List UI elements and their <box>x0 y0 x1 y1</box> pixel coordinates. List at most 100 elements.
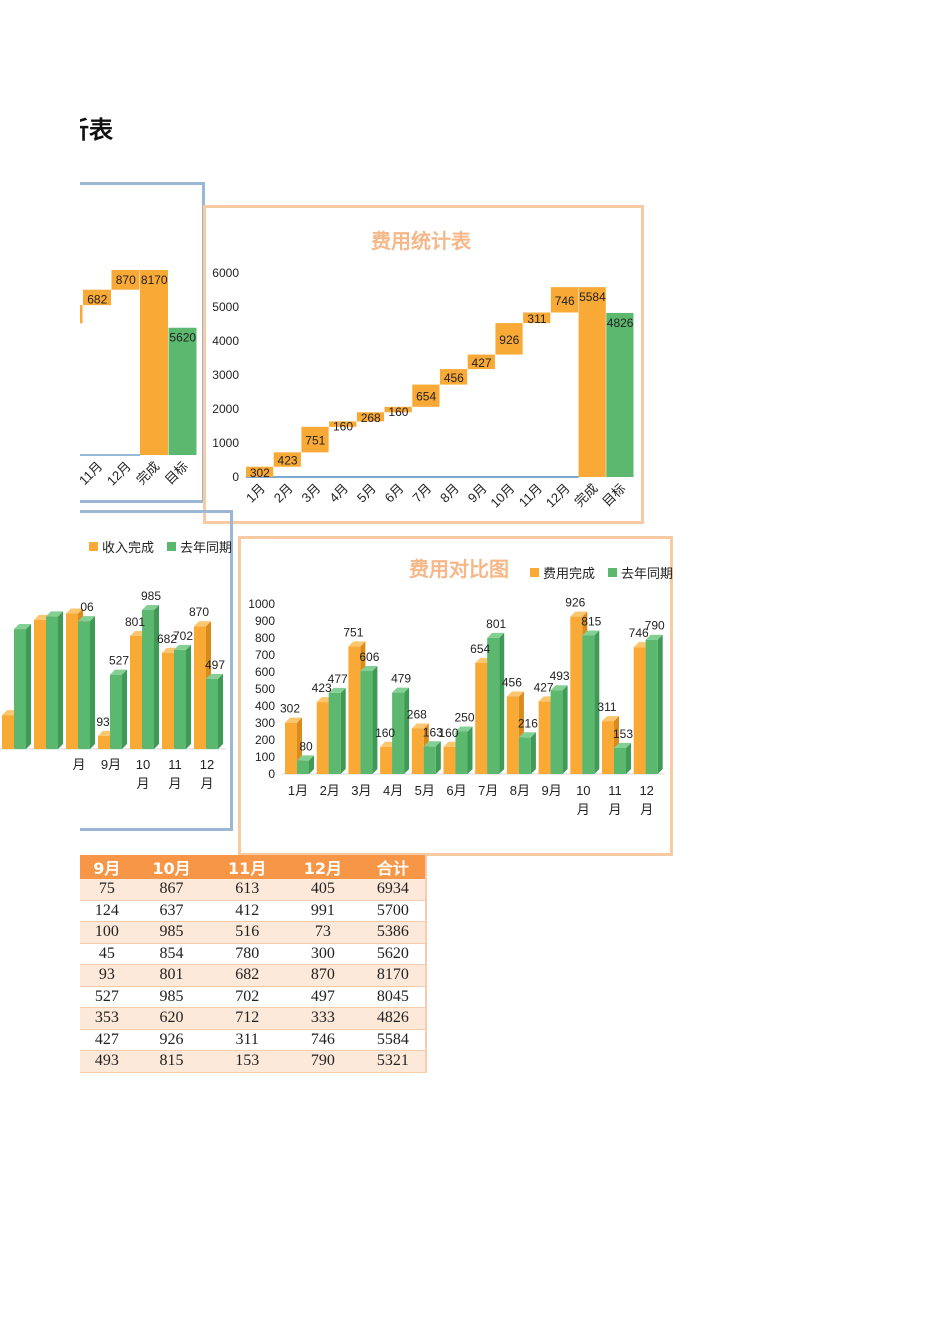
x-axis-label: 月 <box>168 776 181 791</box>
bar-front <box>2 715 14 749</box>
bar-front <box>34 619 46 749</box>
table-cell: 991 <box>285 900 361 922</box>
bar-lastyear-6月 <box>14 624 31 749</box>
x-axis-label: 12 <box>639 783 653 798</box>
table-cell: 527 <box>80 986 134 1008</box>
legend-lastyear-label-2: 去年同期 <box>621 566 673 581</box>
bar-lastyear-8月 <box>518 732 536 774</box>
expense-waterfall-panel[interactable] <box>203 205 644 524</box>
page-title: 析表 <box>80 116 113 144</box>
table-row: 353 620 712 333 4826 <box>80 1007 426 1030</box>
bar-lastyear-3月 <box>360 665 378 774</box>
table-cell: 516 <box>209 921 286 944</box>
bar-front <box>360 670 373 774</box>
bar-top <box>570 611 588 617</box>
table-row: 124 637 412 991 5700 <box>80 900 426 922</box>
bar-lastyear-5月 <box>423 741 441 774</box>
data-label: 682 <box>157 632 177 646</box>
waterfall-bar-9月 <box>467 354 495 370</box>
bar-side <box>26 624 31 749</box>
table-cell: 870 <box>285 964 361 987</box>
data-label: 427 <box>534 680 554 694</box>
bar-front <box>297 760 309 774</box>
bar-top <box>423 741 441 747</box>
bar-lastyear-6月 <box>455 726 473 774</box>
bar-top <box>297 755 314 761</box>
bar-top <box>174 644 191 650</box>
data-label: 527 <box>109 654 129 668</box>
bar-lastyear-8月 <box>78 616 95 749</box>
bar-top <box>328 687 346 693</box>
table-cell: 412 <box>209 900 286 922</box>
bar-front <box>645 639 658 774</box>
table-cell: 702 <box>209 986 286 1008</box>
bar-front <box>46 616 58 749</box>
bar-side <box>626 742 631 774</box>
x-axis-label: 目标 <box>162 459 191 488</box>
x-axis-label: 1月 <box>288 783 308 798</box>
y-tick-label: 4000 <box>212 334 239 348</box>
table-cell: 300 <box>285 943 361 965</box>
x-axis-label: 11月 <box>76 459 105 488</box>
bar-top <box>411 723 429 729</box>
bar-lastyear-7月 <box>487 632 505 774</box>
x-axis-label: 2月 <box>271 481 296 506</box>
data-label: 302 <box>280 702 300 716</box>
table-cell: 780 <box>209 943 286 965</box>
bar-lastyear-11月 <box>614 742 631 774</box>
x-axis-label: 月 <box>200 776 213 791</box>
waterfall-bar-4月 <box>329 421 357 427</box>
bar-front <box>98 735 110 749</box>
waterfall-bar-12月 <box>111 270 140 290</box>
y-tick-label: 400 <box>255 699 275 713</box>
waterfall-label: 5620 <box>169 331 196 345</box>
y-tick-label: 1000 <box>212 436 239 450</box>
x-axis-label: 11 <box>608 783 622 798</box>
bar-front <box>487 637 500 774</box>
column-header: 9月 <box>80 855 134 879</box>
bar-top <box>206 673 223 679</box>
bar-side <box>122 669 127 749</box>
table-cell: 93 <box>80 964 134 987</box>
waterfall-label: 8170 <box>141 273 168 287</box>
bar-lastyear-9月 <box>110 669 127 749</box>
bar-top <box>285 717 302 723</box>
bar-front <box>110 674 122 749</box>
waterfall-bar-10月 <box>80 305 83 324</box>
x-axis-label: 2月 <box>320 783 340 798</box>
bar-front <box>392 692 405 774</box>
income-compare-panel[interactable] <box>80 510 233 831</box>
x-axis-label: 10月 <box>487 481 517 511</box>
bar-front <box>455 731 468 774</box>
table-cell: 5386 <box>360 921 426 944</box>
table-cell: 682 <box>209 964 286 987</box>
x-axis-label: 7月 <box>478 783 498 798</box>
waterfall-bar-目标 <box>168 327 197 455</box>
waterfall-label: 654 <box>416 390 436 404</box>
table-cell: 427 <box>80 1029 134 1051</box>
table-cell: 124 <box>80 900 134 922</box>
bar-side <box>58 611 63 749</box>
table-row: 45 854 780 300 5620 <box>80 943 426 965</box>
table-row: 100 985 516 73 5386 <box>80 921 426 944</box>
bar-front <box>380 746 393 774</box>
bar-lastyear-10月 <box>142 605 159 749</box>
y-tick-label: 0 <box>232 470 239 484</box>
column-header: 12月 <box>285 855 361 879</box>
bar-top <box>392 687 410 693</box>
data-label: 746 <box>629 626 649 640</box>
table-cell: 333 <box>285 1007 361 1030</box>
table-body: 75 867 613 405 6934 124 637 412 991 5700 100 985 516… <box>80 879 426 1073</box>
x-axis-label: 月 <box>640 802 653 817</box>
data-label: 702 <box>173 629 193 643</box>
waterfall-bar-7月 <box>412 384 440 407</box>
waterfall-label: 5584 <box>579 290 606 304</box>
x-axis-label: 10 <box>136 757 150 772</box>
expense-compare-panel[interactable] <box>238 536 673 856</box>
waterfall-bar-5月 <box>356 412 385 422</box>
data-label: 815 <box>581 614 601 628</box>
bar-front <box>614 747 626 774</box>
bar-front <box>316 702 329 774</box>
